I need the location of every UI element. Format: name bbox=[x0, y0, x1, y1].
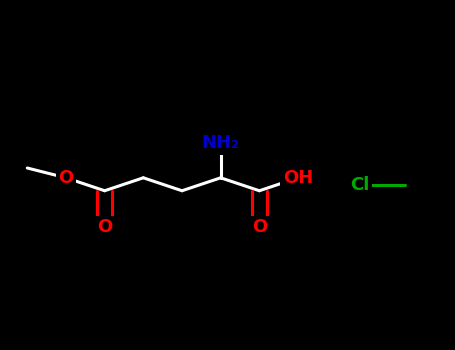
Text: O: O bbox=[58, 169, 74, 187]
Text: NH₂: NH₂ bbox=[202, 134, 240, 153]
Text: O: O bbox=[252, 218, 267, 237]
Text: Cl: Cl bbox=[350, 176, 369, 194]
Text: OH: OH bbox=[283, 169, 313, 187]
Text: O: O bbox=[97, 218, 112, 237]
